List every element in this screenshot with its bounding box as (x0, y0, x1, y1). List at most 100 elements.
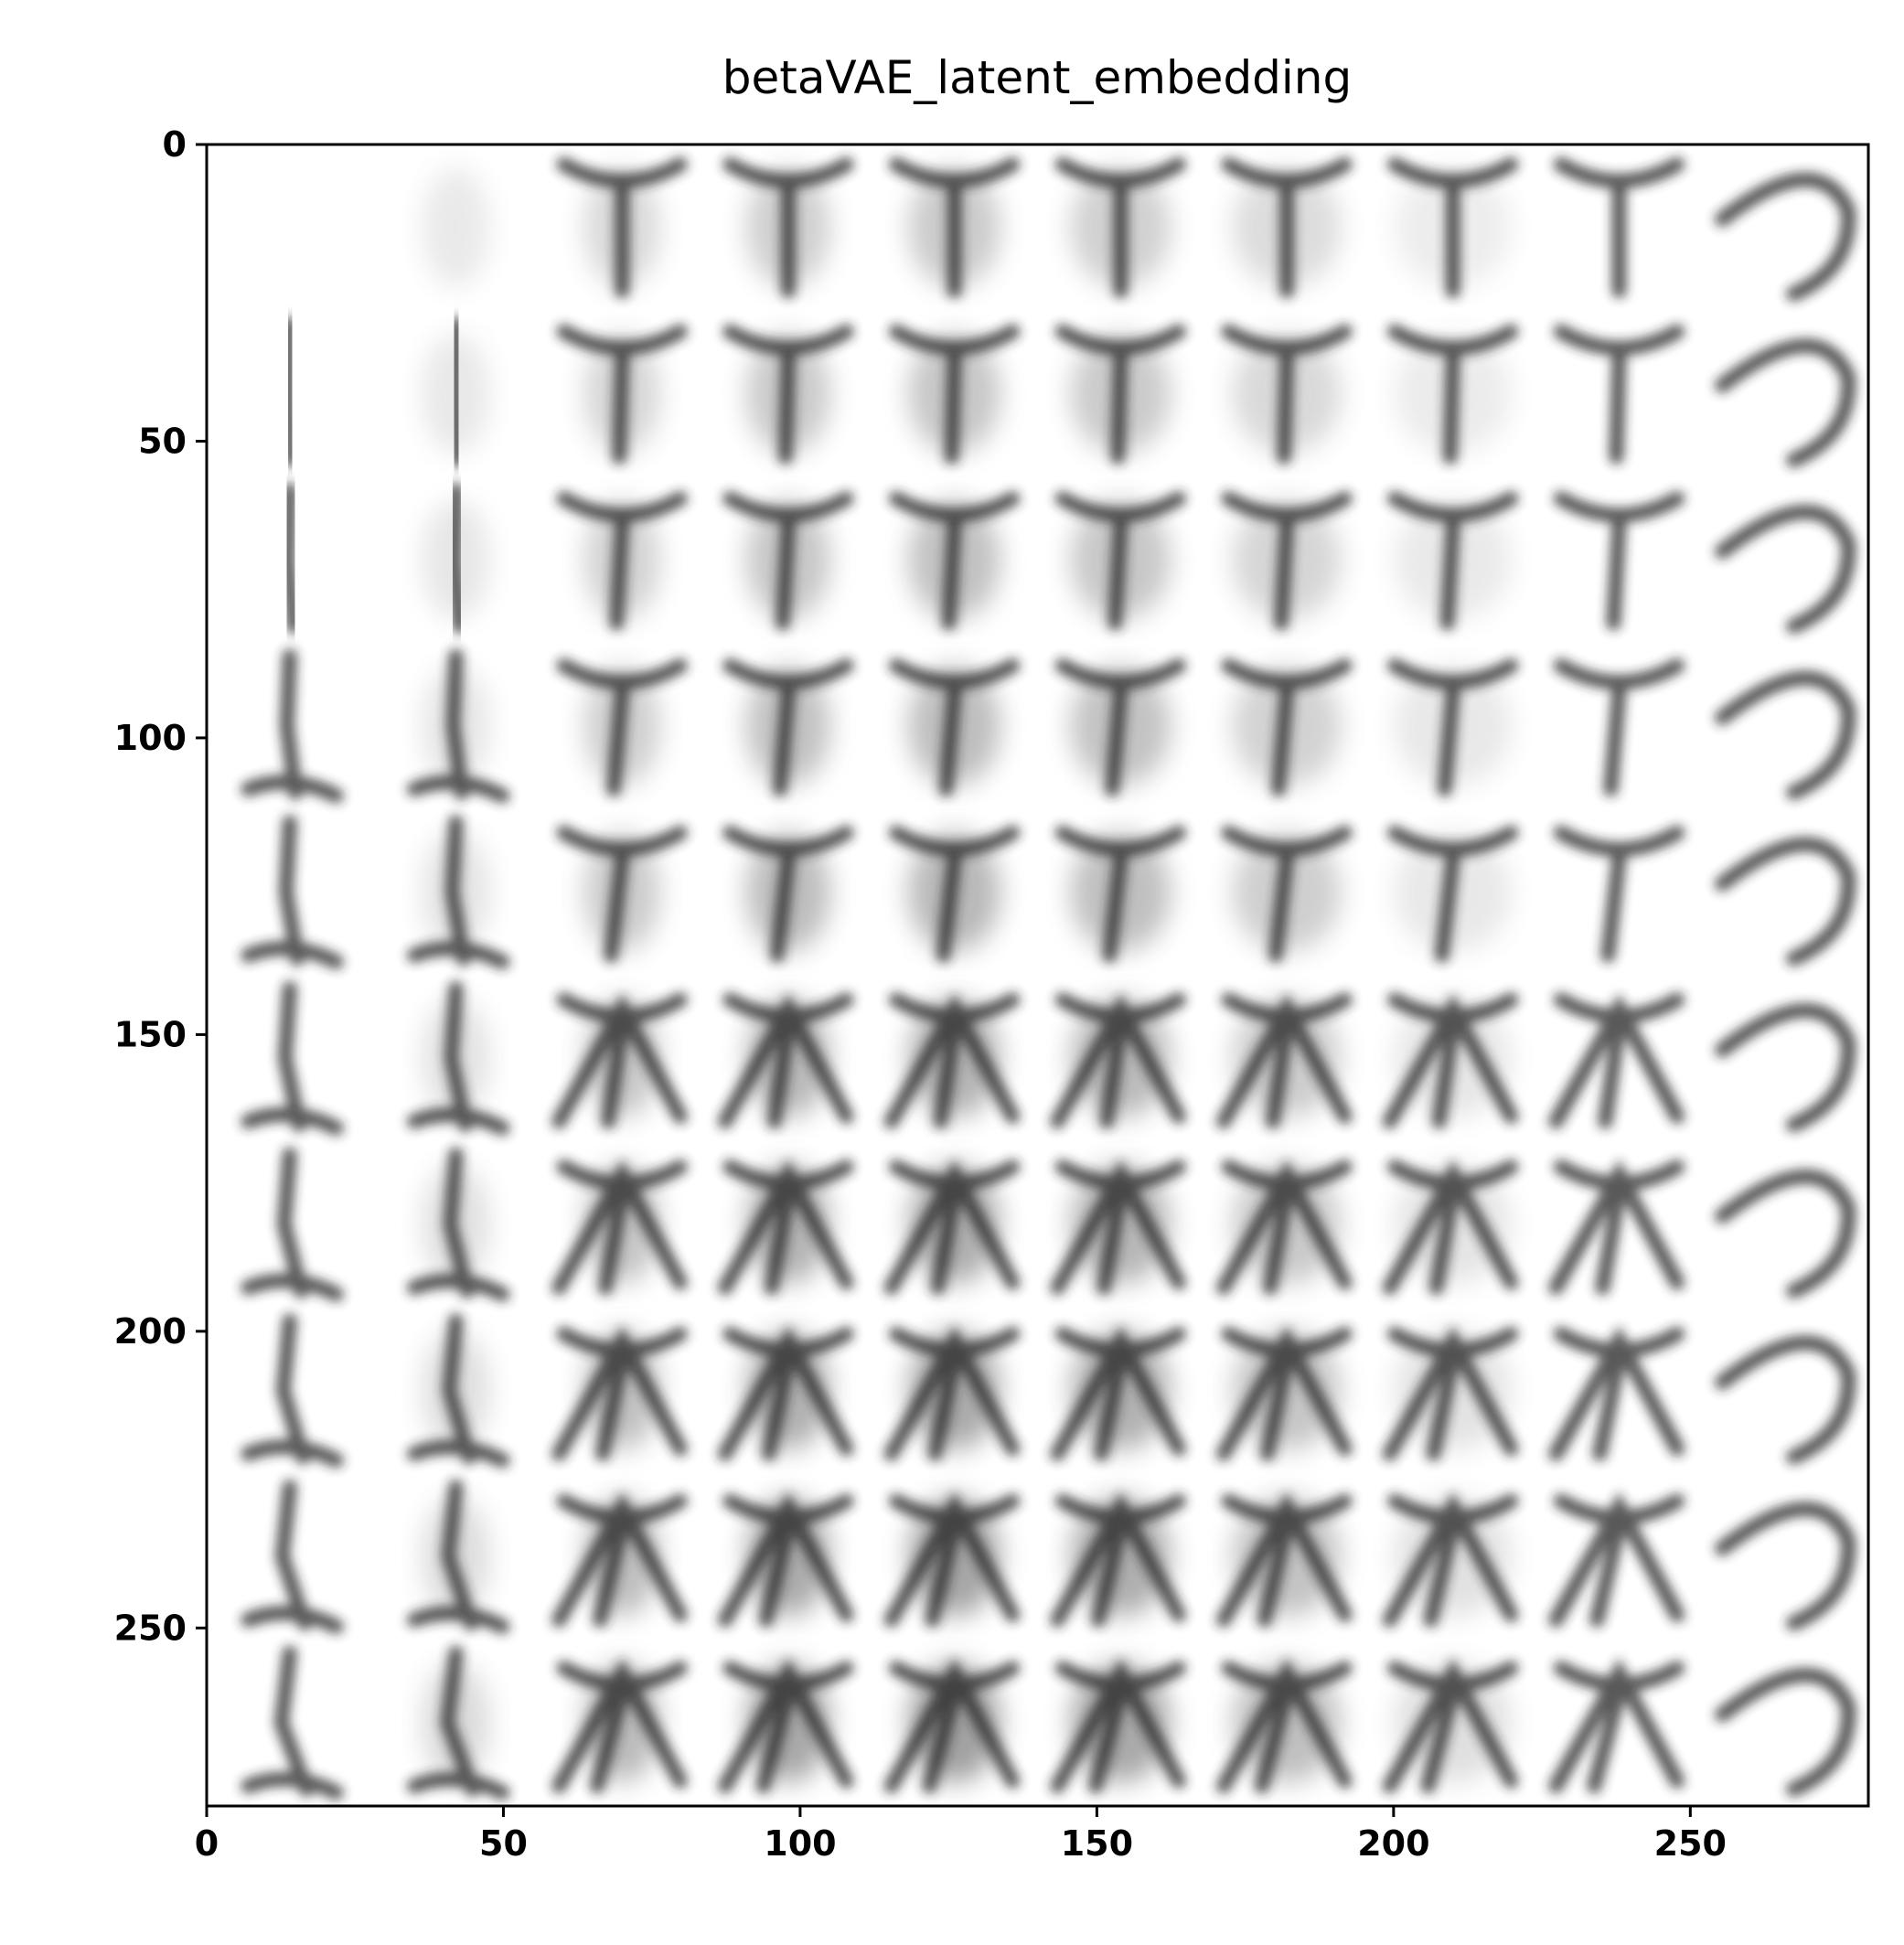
latent-tile (1722, 1509, 1848, 1623)
latent-tile (559, 1165, 680, 1288)
latent-tile (896, 498, 1012, 623)
latent-tile (1063, 498, 1179, 623)
latent-tile (1057, 1331, 1179, 1453)
latent-tile (414, 657, 502, 796)
latent-tile (1063, 666, 1179, 789)
latent-tile (1556, 1167, 1677, 1288)
latent-tile (896, 332, 1012, 457)
latent-tile (892, 1663, 1013, 1786)
latent-tile (1228, 165, 1344, 291)
latent-tile (892, 1165, 1013, 1288)
latent-tile (1722, 844, 1848, 958)
y-tick-label: 0 (163, 124, 187, 165)
latent-tile (1722, 679, 1848, 793)
latent-tile (414, 1155, 502, 1295)
latent-tile (1556, 999, 1677, 1121)
latent-tile (730, 165, 846, 291)
latent-tile (1228, 832, 1344, 955)
latent-tile (1390, 1331, 1512, 1453)
latent-tile (896, 165, 1012, 291)
latent-tile (1390, 999, 1512, 1121)
x-axis: 0 50 100 150 200 250 (195, 1806, 1727, 1864)
latent-tile (248, 1487, 336, 1627)
latent-tile (1561, 498, 1677, 623)
y-axis: 0 50 100 150 200 250 (114, 124, 207, 1648)
latent-tile (559, 999, 680, 1121)
latent-tile (564, 332, 680, 457)
latent-tile (896, 832, 1012, 955)
latent-tile (1224, 1331, 1345, 1453)
latent-tile (289, 324, 292, 460)
latent-tile (422, 158, 489, 294)
latent-tile (559, 1663, 680, 1786)
latent-tile (1556, 1501, 1677, 1619)
latent-tile (1224, 999, 1345, 1121)
latent-tile (1561, 666, 1677, 789)
latent-tile (730, 832, 846, 955)
latent-tile (1395, 165, 1512, 291)
latent-tile (1390, 1165, 1512, 1288)
y-tick-label: 250 (114, 1608, 187, 1648)
latent-tile (248, 1320, 336, 1460)
latent-tile (1390, 1663, 1512, 1786)
latent-tile (1561, 165, 1677, 291)
latent-tile (1722, 1675, 1848, 1790)
latent-tile (1063, 165, 1179, 291)
latent-tile (1722, 1177, 1848, 1291)
latent-tile (248, 1155, 336, 1295)
latent-tile (564, 832, 680, 955)
y-tick-label: 150 (114, 1014, 187, 1054)
latent-tile (414, 989, 502, 1128)
latent-tile (414, 822, 502, 962)
latent-tile (248, 1653, 336, 1793)
latent-tile (1561, 332, 1677, 457)
latent-tile (1722, 346, 1848, 460)
y-tick-label: 50 (138, 421, 187, 461)
latent-tile (288, 490, 294, 626)
latent-tile (892, 1331, 1013, 1453)
latent-tile (892, 1497, 1013, 1619)
image-grid (248, 158, 1848, 1793)
latent-tile (564, 498, 680, 623)
latent-tile (1228, 498, 1344, 623)
y-tick-label: 200 (114, 1311, 187, 1352)
latent-tile (1556, 1668, 1677, 1786)
latent-tile (1224, 1165, 1345, 1288)
x-tick-label: 150 (1061, 1823, 1133, 1864)
latent-tile (1057, 1497, 1179, 1619)
latent-tile (564, 666, 680, 789)
latent-tile (730, 332, 846, 457)
latent-tile (1395, 498, 1512, 623)
latent-tile (559, 1331, 680, 1453)
latent-tile (1063, 332, 1179, 457)
latent-tile (248, 657, 336, 796)
latent-tile (1395, 332, 1512, 457)
x-tick-label: 100 (764, 1823, 836, 1864)
latent-tile (414, 1487, 502, 1627)
latent-tile (1722, 1010, 1848, 1125)
latent-tile (414, 1653, 502, 1793)
latent-tile (1228, 332, 1344, 457)
latent-tile (1224, 1663, 1345, 1786)
latent-tile (414, 1320, 502, 1460)
latent-tile (725, 999, 847, 1121)
x-tick-label: 200 (1357, 1823, 1429, 1864)
x-tick-label: 250 (1654, 1823, 1727, 1864)
y-tick-label: 100 (114, 718, 187, 758)
latent-tile (1057, 999, 1179, 1121)
latent-tile (1722, 512, 1848, 626)
latent-tile (1395, 666, 1512, 789)
chart-title: betaVAE_latent_embedding (722, 51, 1353, 104)
latent-tile (725, 1331, 847, 1453)
latent-tile (730, 666, 846, 789)
latent-tile (730, 498, 846, 623)
latent-tile (248, 989, 336, 1128)
latent-tile (1556, 1334, 1677, 1454)
latent-tile (1057, 1165, 1179, 1288)
latent-tile (1224, 1497, 1345, 1619)
latent-tile (248, 822, 336, 962)
latent-tile (422, 490, 489, 626)
latent-tile (725, 1663, 847, 1786)
